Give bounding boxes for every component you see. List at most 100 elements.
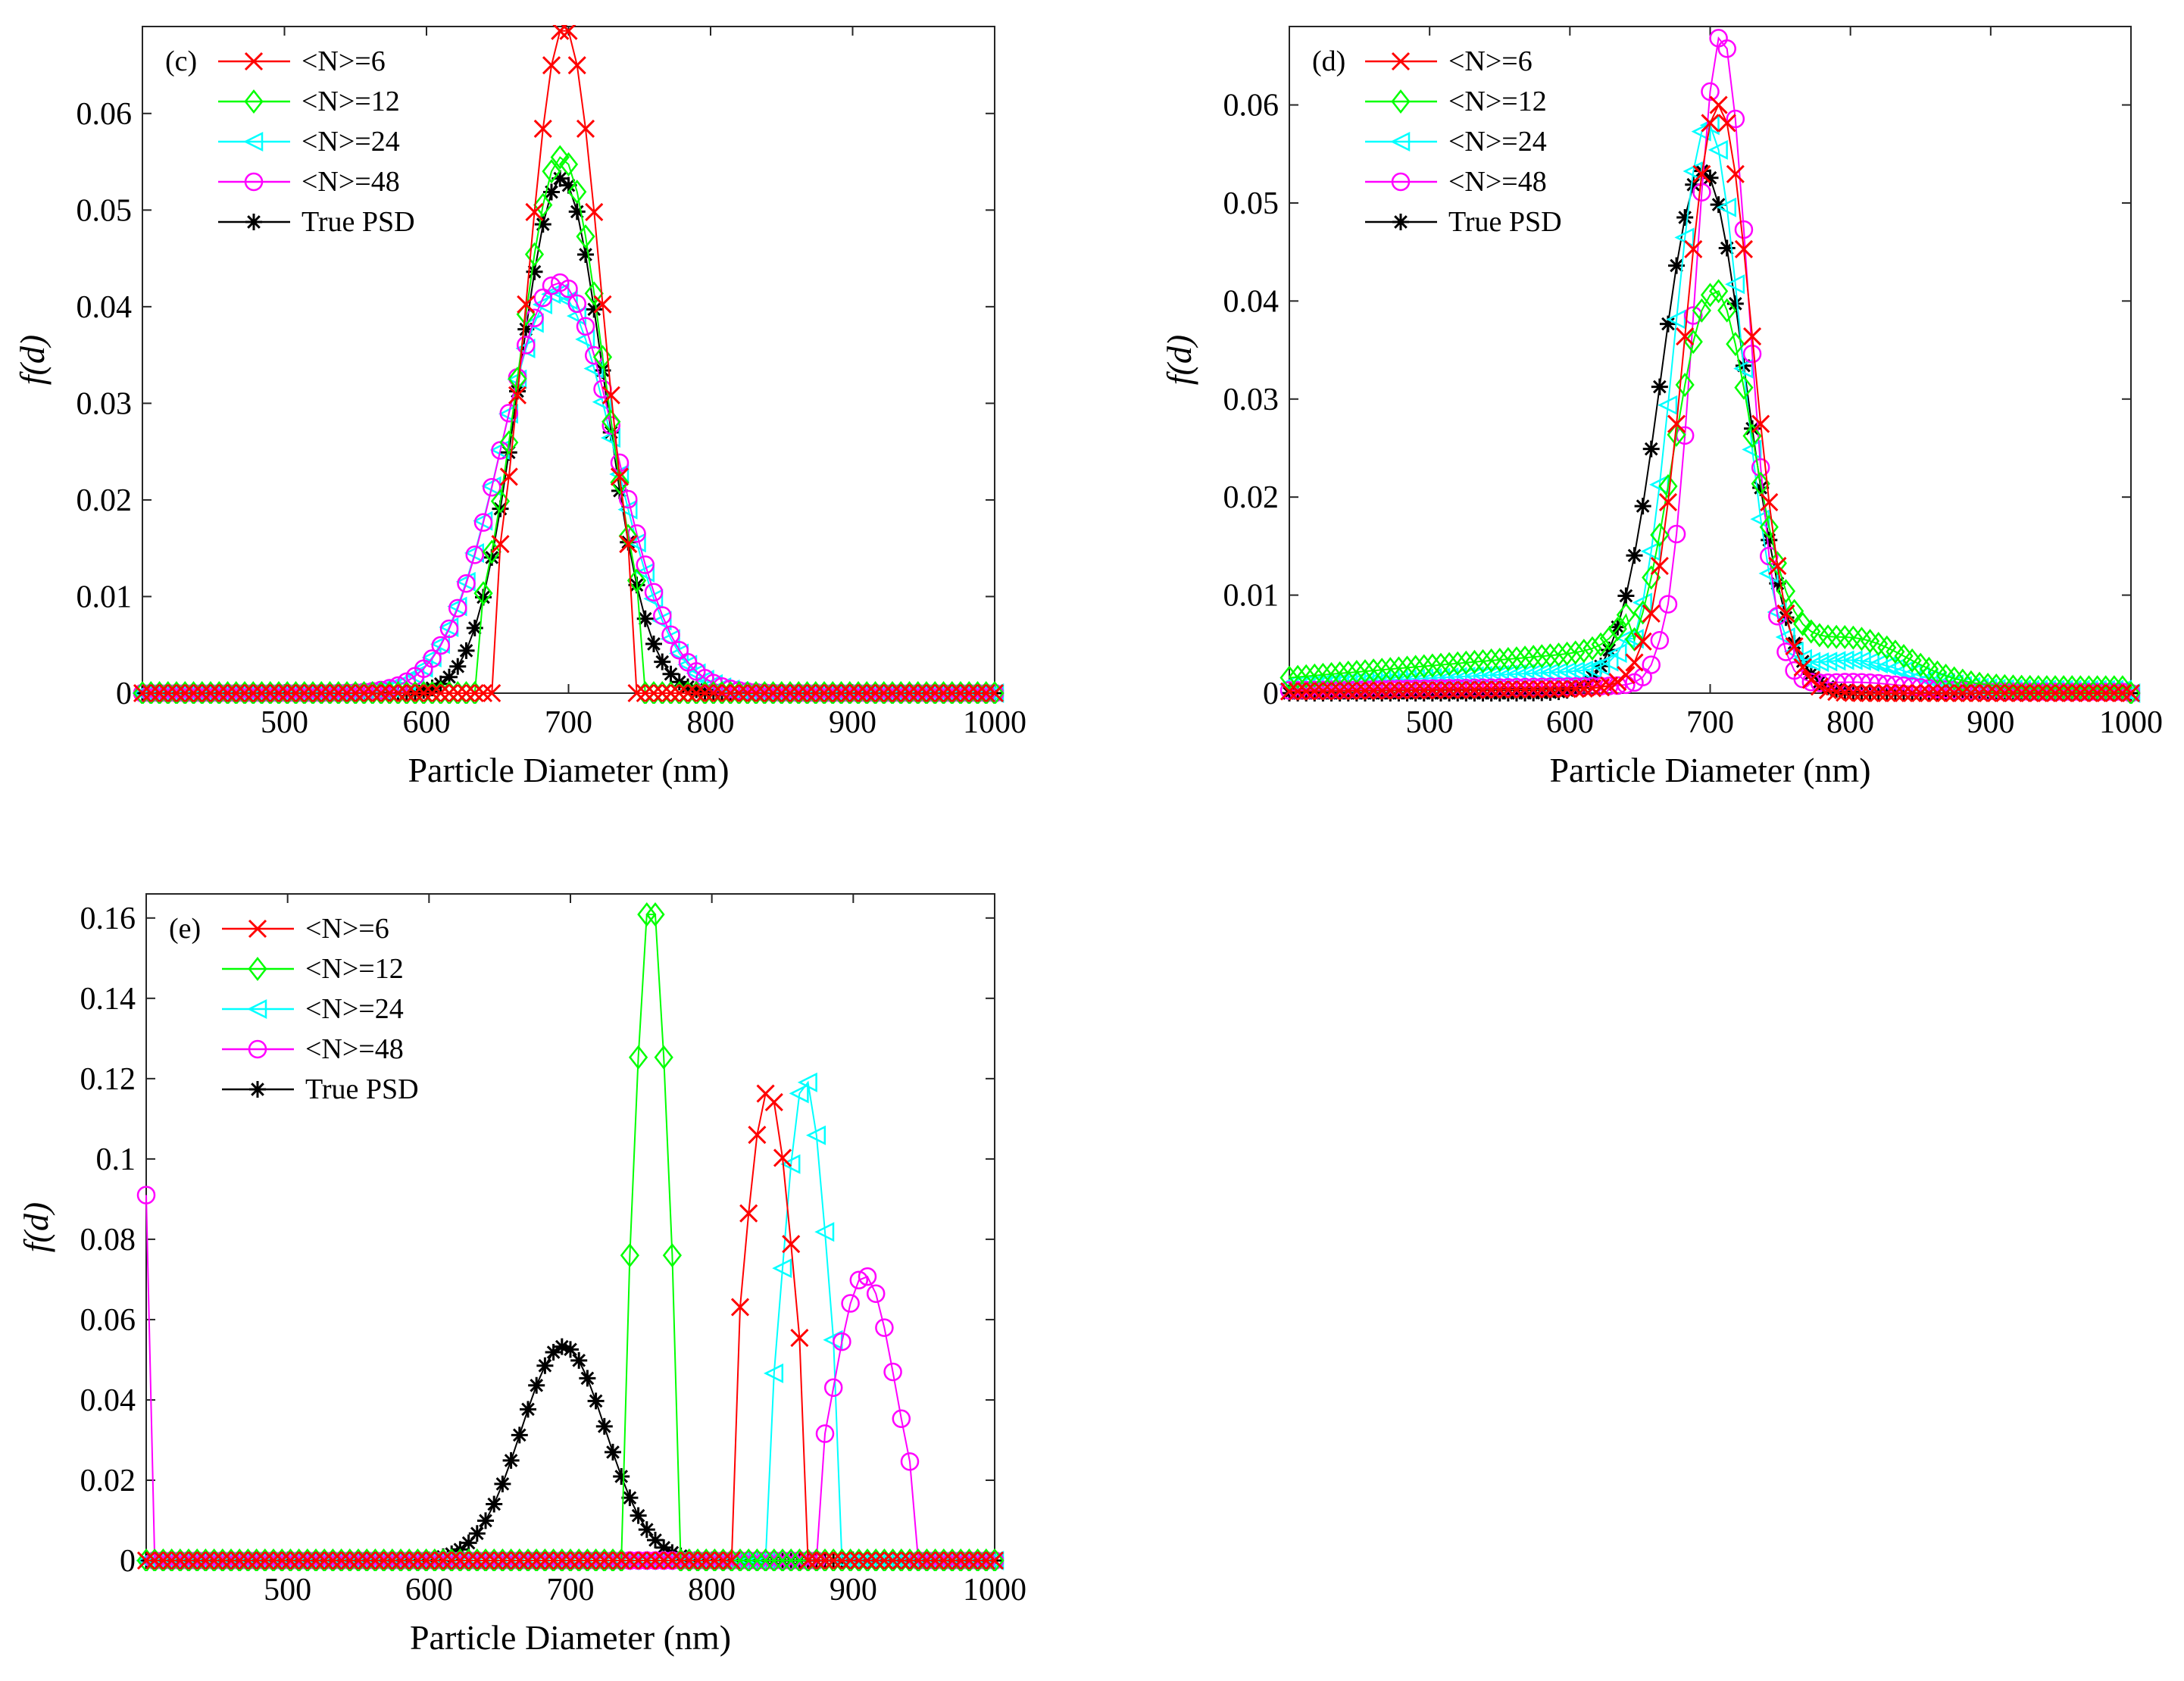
- y-tick-label: 0: [116, 676, 132, 711]
- panel-label: (c): [165, 45, 197, 77]
- x-tick-label: 900: [830, 1573, 877, 1608]
- data-point: [1635, 498, 1651, 514]
- x-axis-label: Particle Diameter (nm): [408, 751, 729, 789]
- legend-label: <N>=6: [302, 45, 386, 77]
- legend-label: <N>=48: [1448, 166, 1547, 198]
- data-point: [577, 246, 594, 263]
- x-tick-label: 900: [1967, 705, 2014, 740]
- data-point: [1660, 316, 1676, 333]
- y-tick-label: 0.05: [1223, 186, 1279, 221]
- data-point: [579, 1370, 595, 1386]
- x-tick-label: 700: [545, 705, 592, 740]
- y-tick-label: 0.02: [77, 483, 133, 518]
- data-point: [605, 1444, 621, 1461]
- y-tick-label: 0.05: [77, 193, 133, 228]
- x-tick-label: 600: [403, 705, 451, 740]
- legend-label: <N>=12: [305, 953, 404, 985]
- legend-label: <N>=48: [302, 166, 400, 198]
- y-tick-label: 0.16: [80, 901, 136, 936]
- y-tick-label: 0.06: [80, 1303, 136, 1338]
- y-tick-label: 0.04: [77, 290, 133, 325]
- data-point: [458, 642, 475, 659]
- chart-panel-2: 500 600 700 800 900 100000.020.040.060.080.10…: [17, 894, 1026, 1657]
- y-tick-label: 0.08: [80, 1223, 136, 1258]
- data-point: [645, 636, 662, 652]
- y-tick-label: 0.01: [1223, 579, 1279, 614]
- panel-label: (d): [1312, 45, 1345, 77]
- data-point: [477, 1512, 494, 1529]
- legend-marker: [245, 214, 262, 230]
- data-point: [503, 1452, 520, 1469]
- y-tick-label: 0.04: [1223, 284, 1279, 319]
- legend-label: True PSD: [1448, 206, 1562, 238]
- data-point: [613, 1468, 630, 1485]
- data-point: [596, 1418, 613, 1435]
- legend-marker: [249, 1081, 266, 1098]
- y-tick-label: 0.04: [80, 1383, 136, 1418]
- legend-label: <N>=12: [1448, 86, 1547, 117]
- y-axis-label: f(d): [17, 1202, 55, 1252]
- x-tick-label: 800: [687, 705, 735, 740]
- legend-label: True PSD: [302, 206, 415, 238]
- data-point: [1617, 588, 1634, 605]
- x-tick-label: 1000: [2099, 705, 2163, 740]
- data-point: [494, 1476, 511, 1492]
- legend-marker: [1392, 214, 1409, 230]
- data-point: [469, 1525, 486, 1542]
- data-point: [639, 1521, 655, 1538]
- y-tick-label: 0.01: [77, 580, 133, 614]
- data-point: [1676, 209, 1693, 226]
- data-point: [630, 1508, 647, 1524]
- x-tick-label: 700: [1686, 705, 1734, 740]
- legend-label: <N>=6: [305, 913, 389, 945]
- x-axis-label: Particle Diameter (nm): [1549, 751, 1870, 789]
- plot-area: [146, 894, 995, 1561]
- chart-panel-1: 500 600 700 800 900 100000.010.020.030.040.05…: [1160, 27, 2163, 789]
- legend-label: <N>=24: [305, 993, 404, 1025]
- y-tick-label: 0.06: [1223, 89, 1279, 123]
- legend-label: <N>=48: [305, 1033, 404, 1065]
- data-point: [570, 1352, 587, 1369]
- x-tick-label: 600: [1546, 705, 1594, 740]
- y-axis-label: f(d): [13, 335, 52, 385]
- y-tick-label: 0.12: [80, 1062, 136, 1097]
- plot-area: [142, 27, 995, 693]
- figure: 500 600 700 800 900 1000 0 0.01 0.02 0.03 0.04 0.05…: [0, 0, 2184, 1681]
- y-axis-label: f(d): [1160, 335, 1198, 385]
- x-tick-label: 700: [547, 1573, 595, 1608]
- data-point: [654, 654, 670, 670]
- data-point: [520, 1401, 536, 1417]
- x-tick-label: 900: [829, 705, 876, 740]
- data-point: [1651, 379, 1668, 395]
- legend-label: <N>=6: [1448, 45, 1533, 77]
- y-tick-label: 0.06: [77, 97, 133, 132]
- x-axis-label: Particle Diameter (nm): [410, 1618, 731, 1657]
- legend-label: True PSD: [305, 1073, 419, 1105]
- y-tick-label: 0.03: [77, 386, 133, 421]
- x-tick-label: 500: [261, 705, 308, 740]
- data-point: [562, 1341, 579, 1358]
- data-point: [1643, 441, 1660, 458]
- data-point: [486, 1496, 502, 1513]
- y-tick-label: 0.02: [80, 1464, 136, 1498]
- data-point: [528, 1377, 545, 1394]
- y-tick-label: 0.1: [96, 1142, 136, 1177]
- y-tick-label: 0: [1263, 676, 1279, 711]
- legend-label: <N>=24: [302, 126, 400, 158]
- data-point: [1626, 547, 1643, 564]
- x-tick-label: 500: [264, 1573, 311, 1608]
- x-tick-label: 1000: [963, 1573, 1026, 1608]
- chart-panel-0: 500 600 700 800 900 1000 0 0.01 0.02 0.03 0.04 0.05…: [13, 23, 1026, 789]
- data-point: [569, 203, 586, 220]
- legend-label: <N>=24: [1448, 126, 1547, 158]
- y-tick-label: 0.02: [1223, 480, 1279, 515]
- panel-label: (e): [169, 913, 201, 945]
- data-point: [536, 1358, 553, 1374]
- data-point: [449, 658, 466, 675]
- x-tick-label: 800: [688, 1573, 736, 1608]
- x-tick-label: 500: [1406, 705, 1454, 740]
- legend-label: <N>=12: [302, 86, 400, 117]
- x-tick-label: 1000: [963, 705, 1026, 740]
- y-tick-label: 0.03: [1223, 383, 1279, 417]
- data-point: [511, 1426, 528, 1443]
